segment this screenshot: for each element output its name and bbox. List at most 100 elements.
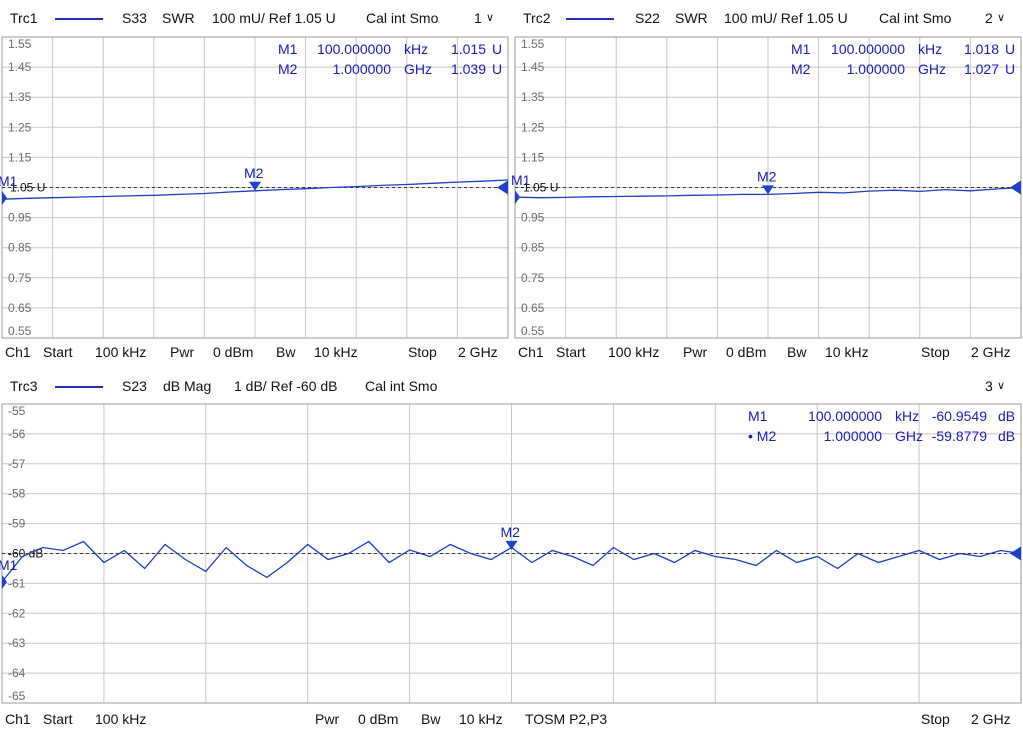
scale: 1 dB/ Ref -60 dB	[234, 378, 338, 394]
trc3-header[interactable]: Trc3 S23 dB Mag 1 dB/ Ref -60 dB Cal int…	[0, 376, 1023, 396]
marker-readout-value: 1.015	[451, 41, 486, 57]
trc2-plot[interactable]: 1.55 1.45 1.35 1.25 1.15 0.95 0.85 0.75 0.65 0.55…	[511, 36, 1022, 339]
y-tick-label: -55	[8, 404, 26, 418]
marker-readout-value: 1.027	[964, 61, 999, 77]
marker-readout-name: M1	[278, 41, 298, 57]
trc3-plot[interactable]: -55-56-57-58-59-61-62-63-64-65-60 dBM1M2…	[0, 403, 1022, 704]
y-tick-label: 0.75	[8, 271, 32, 285]
start-value[interactable]: 100 kHz	[95, 711, 147, 727]
stop-value[interactable]: 2 GHz	[458, 344, 498, 360]
y-tick-label: 0.55	[8, 324, 32, 338]
marker-m1-icon[interactable]	[2, 191, 7, 206]
cal-status: Cal int Smo	[366, 10, 439, 26]
marker-readout-name: M2	[791, 61, 811, 77]
y-tick-label: 0.95	[521, 211, 545, 225]
y-tick-label: 0.85	[521, 241, 545, 255]
trace-number: 2	[985, 10, 993, 26]
bw-value[interactable]: 10 kHz	[314, 344, 358, 360]
bw-value[interactable]: 10 kHz	[459, 711, 503, 727]
channel-label: Ch1	[5, 344, 31, 360]
y-tick-label: 1.35	[8, 90, 32, 104]
marker-readout-vunit: U	[492, 41, 502, 57]
reference-arrow-icon[interactable]	[1010, 546, 1021, 561]
scale: 100 mU/ Ref 1.05 U	[212, 10, 336, 26]
y-tick-label: -63	[8, 636, 26, 650]
chevron-down-icon[interactable]: ∨	[997, 380, 1006, 392]
s-param: S22	[635, 10, 660, 26]
marker-readout-name: M2	[278, 61, 298, 77]
marker-readout-vunit: dB	[998, 408, 1015, 424]
y-tick-label: 1.35	[521, 90, 545, 104]
trace-line-legend	[566, 18, 614, 20]
marker-readout-vunit: dB	[998, 428, 1015, 444]
marker-readout-vunit: U	[492, 61, 502, 77]
reference-arrow-icon[interactable]	[1010, 180, 1021, 195]
marker-readout-unit: kHz	[918, 41, 942, 57]
y-tick-label: 1.45	[521, 60, 545, 74]
y-tick-label: 0.95	[8, 211, 32, 225]
trc3-footer: Ch1 Start 100 kHz Pwr 0 dBm Bw 10 kHz TO…	[0, 709, 1023, 729]
marker-readout-freq: 100.000000	[831, 41, 905, 57]
marker-m1-label: M1	[0, 557, 18, 573]
reference-label: -60 dB	[8, 547, 43, 561]
bw-value[interactable]: 10 kHz	[825, 344, 869, 360]
reference-arrow-icon[interactable]	[497, 180, 508, 195]
trc1-plot[interactable]: 1.55 1.45 1.35 1.25 1.15 0.95 0.85 0.75 0.65 0.55…	[0, 36, 509, 339]
marker-m1-label: M1	[0, 173, 18, 189]
s-param: S33	[122, 10, 147, 26]
cal-status: Cal int Smo	[365, 378, 438, 394]
power-label: Pwr	[315, 711, 340, 727]
marker-m2-label: M2	[501, 524, 521, 540]
marker-m1-label: M1	[511, 172, 531, 188]
marker-readout-unit: GHz	[404, 61, 432, 77]
cal-type[interactable]: TOSM P2,P3	[525, 711, 608, 727]
start-value[interactable]: 100 kHz	[95, 344, 147, 360]
y-tick-label: -64	[8, 666, 26, 680]
marker-m2-icon[interactable]	[505, 540, 518, 550]
y-tick-label: -59	[8, 517, 26, 531]
y-tick-label: 0.75	[521, 271, 545, 285]
marker-readout-unit: kHz	[895, 408, 919, 424]
trace-name: Trc3	[10, 378, 38, 394]
start-value[interactable]: 100 kHz	[608, 344, 660, 360]
y-tick-label: 1.45	[8, 60, 32, 74]
marker-m1-icon[interactable]	[2, 575, 7, 590]
marker-readout-vunit: U	[1005, 41, 1015, 57]
start-label: Start	[556, 344, 586, 360]
power-value[interactable]: 0 dBm	[213, 344, 254, 360]
marker-readout-unit: kHz	[404, 41, 428, 57]
chevron-down-icon[interactable]: ∨	[486, 12, 495, 24]
marker-readout-freq: 1.000000	[847, 61, 906, 77]
marker-m2-icon[interactable]	[249, 181, 261, 191]
trc2-header[interactable]: Trc2 S22 SWR 100 mU/ Ref 1.05 U Cal int …	[513, 8, 1023, 28]
power-value[interactable]: 0 dBm	[726, 344, 767, 360]
s-param: S23	[122, 378, 147, 394]
power-label: Pwr	[170, 344, 195, 360]
stop-value[interactable]: 2 GHz	[971, 344, 1011, 360]
power-value[interactable]: 0 dBm	[358, 711, 399, 727]
trc2-footer: Ch1 Start 100 kHz Pwr 0 dBm Bw 10 kHz St…	[513, 342, 1023, 362]
y-tick-label: 0.85	[8, 241, 32, 255]
bw-label: Bw	[276, 344, 296, 360]
chevron-down-icon[interactable]: ∨	[997, 12, 1006, 24]
marker-readout-unit: GHz	[918, 61, 946, 77]
marker-m2-icon[interactable]	[762, 185, 774, 195]
trace-number: 3	[985, 378, 993, 394]
trace-line-legend	[55, 386, 103, 388]
marker-readout-name: M1	[791, 41, 811, 57]
y-tick-label: 1.55	[521, 37, 545, 51]
cal-status: Cal int Smo	[879, 10, 952, 26]
trace-name: Trc1	[10, 10, 38, 26]
y-tick-label: 1.15	[8, 150, 32, 164]
reference-label: 1.05 U	[10, 181, 45, 195]
marker-m1-icon[interactable]	[515, 190, 520, 205]
trc1-header[interactable]: Trc1 S33 SWR 100 mU/ Ref 1.05 U Cal int …	[0, 8, 510, 28]
y-tick-label: 0.65	[8, 301, 32, 315]
bw-label: Bw	[787, 344, 807, 360]
y-tick-label: 1.25	[521, 120, 545, 134]
stop-value[interactable]: 2 GHz	[971, 711, 1011, 727]
reference-label: 1.05 U	[523, 181, 558, 195]
y-tick-label: -56	[8, 427, 26, 441]
marker-m2-label: M2	[244, 165, 264, 181]
y-tick-label: 0.55	[521, 324, 545, 338]
